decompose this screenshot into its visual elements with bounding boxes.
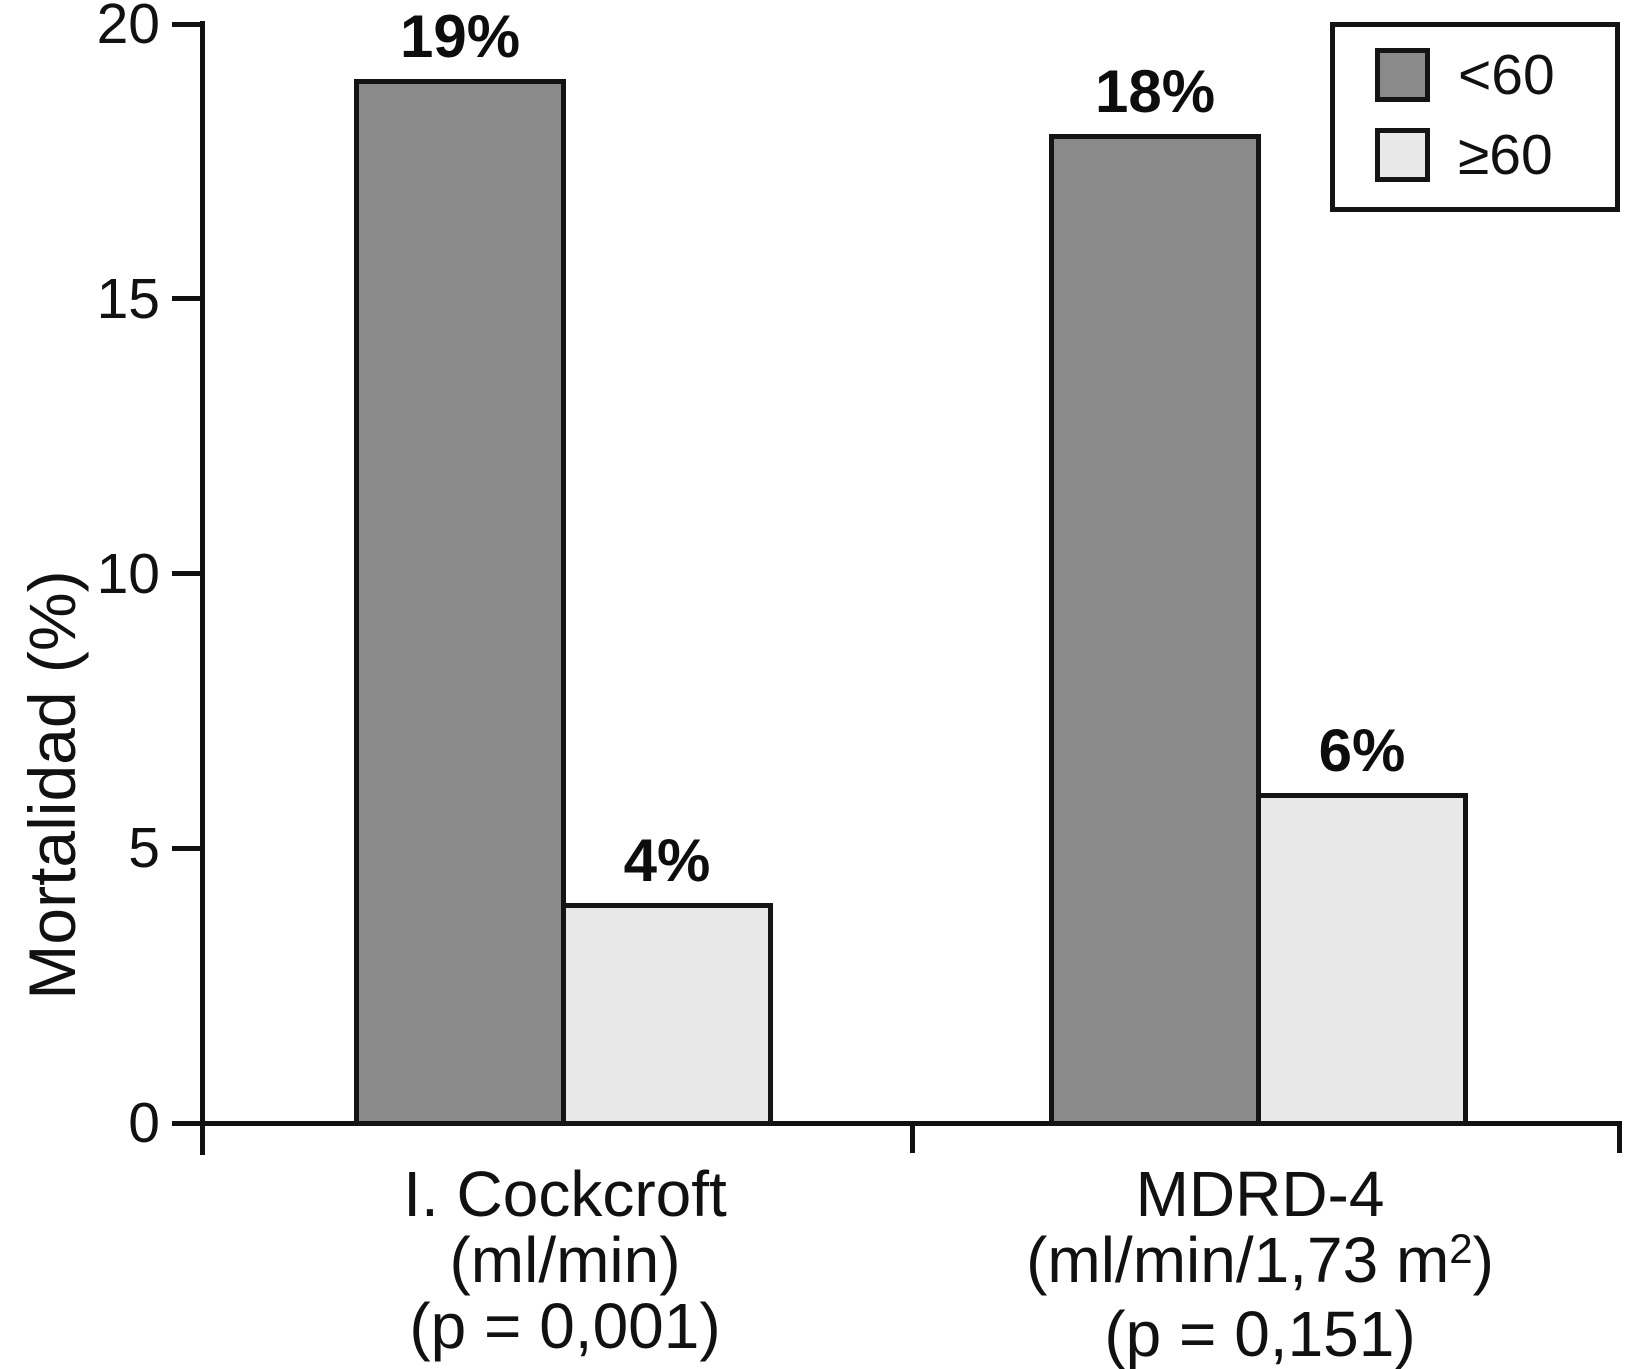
legend-swatch: [1375, 128, 1430, 182]
y-axis-tick-label: 15: [96, 266, 160, 331]
category-label-line1: I. Cockcroft: [403, 1158, 727, 1230]
bar-value-label: 6%: [1318, 717, 1406, 785]
y-axis-tick-label: 10: [96, 541, 160, 606]
category-label: MDRD-4 (ml/min/1,73 m2) (p = 0,151): [880, 1161, 1626, 1367]
y-axis-line: [200, 21, 205, 1155]
y-axis-tick-label: 0: [128, 1091, 160, 1155]
legend-label: ≥60: [1458, 122, 1553, 187]
y-axis-tick: [172, 1120, 200, 1126]
y-axis-tick: [172, 571, 200, 576]
legend-item: <60: [1375, 42, 1615, 107]
y-axis-tick-label: 5: [128, 816, 160, 881]
bar-value-label: 19%: [399, 2, 521, 70]
legend-swatch: [1375, 48, 1430, 102]
category-label-line2-close: ): [1472, 1224, 1494, 1296]
y-axis-tick: [172, 21, 200, 27]
x-axis-tick: [910, 1121, 915, 1153]
superscript: 2: [1449, 1225, 1473, 1272]
category-label-line2: (ml/min): [185, 1227, 945, 1293]
y-axis-tick-label: 20: [96, 0, 160, 56]
x-axis-tick: [1617, 1121, 1622, 1153]
bar-value-label: 18%: [1094, 57, 1216, 125]
legend: <60 ≥60: [1330, 22, 1620, 212]
category-label-line1: MDRD-4: [1135, 1158, 1385, 1230]
y-axis-title: Mortalidad (%): [15, 570, 89, 1000]
legend-label: <60: [1458, 42, 1555, 107]
bar: [1049, 133, 1261, 1126]
category-label-line3: (p = 0,151): [1104, 1298, 1416, 1369]
y-axis-tick: [172, 296, 200, 302]
category-label: I. Cockcroft (ml/min) (p = 0,001): [185, 1161, 945, 1359]
category-label-line3: (p = 0,001): [409, 1290, 721, 1362]
bar-value-label: 4%: [623, 827, 711, 895]
bar: [1256, 793, 1468, 1126]
category-label-line2-text: (ml/min/1,73 m: [1026, 1224, 1450, 1296]
category-label-line2-text: (ml/min): [449, 1224, 681, 1296]
x-axis-tick: [200, 1121, 205, 1153]
category-label-line2: (ml/min/1,73 m2): [880, 1224, 1626, 1301]
bar: [354, 78, 566, 1126]
legend-item: ≥60: [1375, 122, 1615, 187]
y-axis-tick: [172, 845, 200, 851]
bar: [561, 903, 773, 1126]
